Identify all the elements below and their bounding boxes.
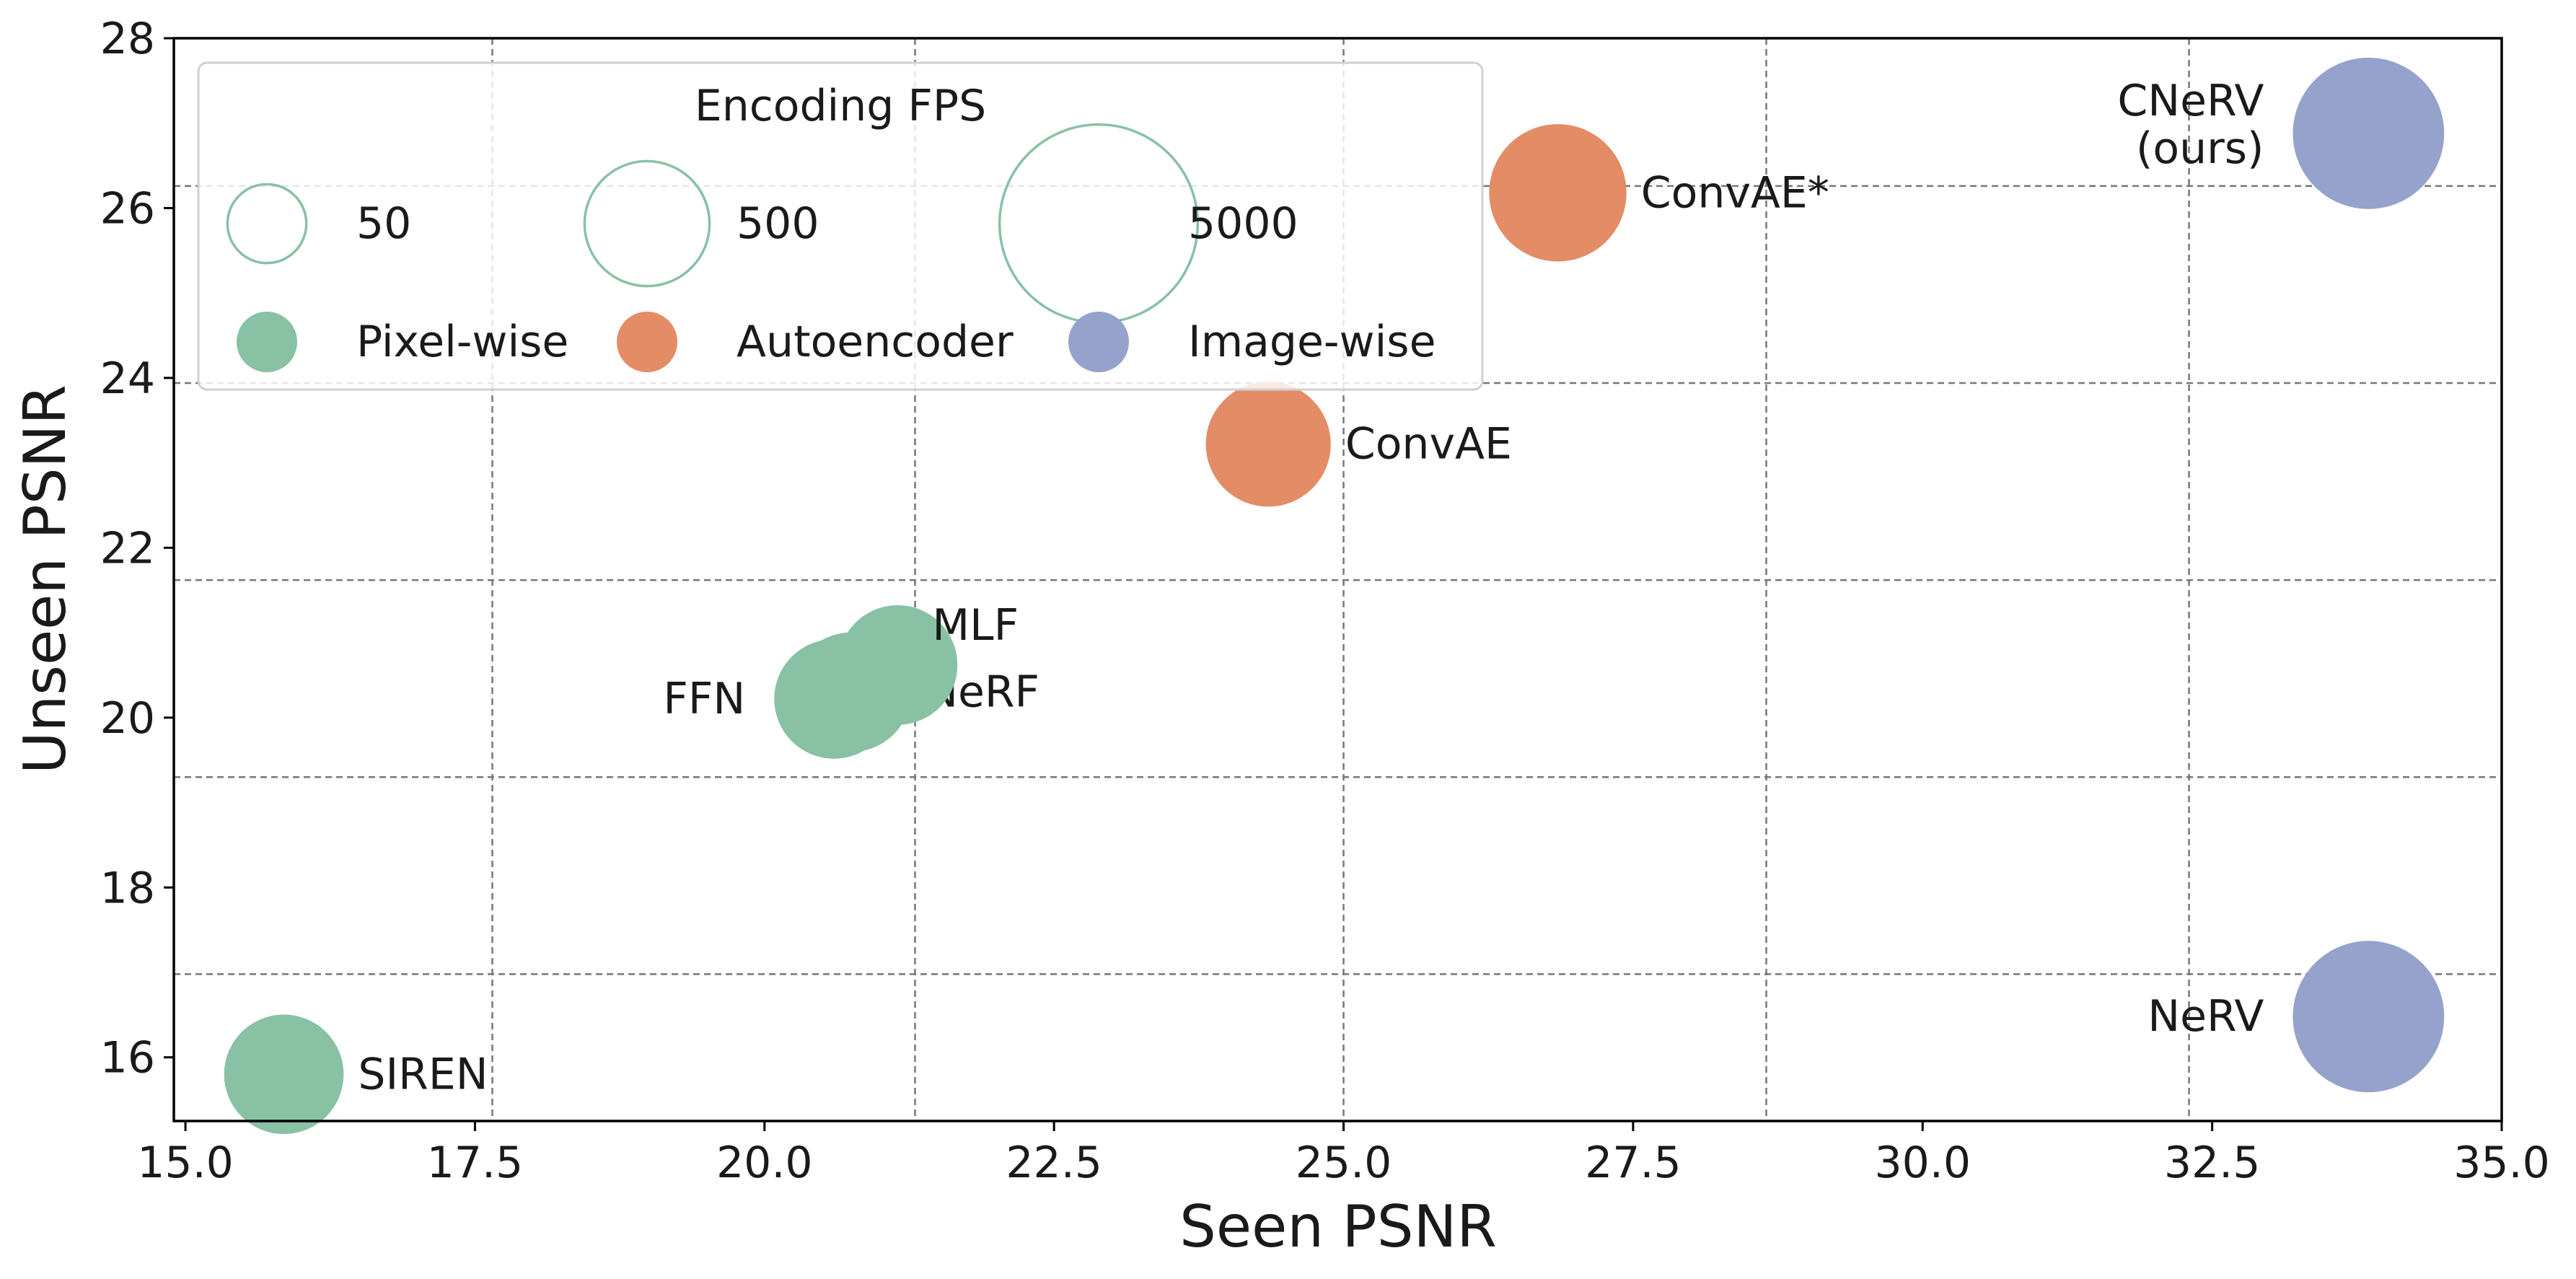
legend-label-image-wise: Image-wise [1188,317,1436,367]
point-label-cnerv-ours: CNeRV (ours) [2117,76,2264,174]
x-tick-label: 20.0 [716,1138,813,1188]
y-tick-label: 28 [100,14,155,64]
point-siren [224,1014,344,1135]
y-tick-label: 20 [100,693,155,744]
x-axis-ticks: 15.0 17.5 20.0 22.5 25.0 27.5 30.0 32.5 35.0 [137,1121,2550,1188]
point-nerv [2293,941,2445,1093]
legend: Encoding FPS 50 500 5000 Pixel-wise Autoencod… [197,61,1484,391]
x-tick-label: 15.0 [137,1138,234,1188]
x-tick-label: 35.0 [2453,1138,2550,1188]
legend-title: Encoding FPS [695,81,986,131]
legend-size-label-500: 500 [737,198,819,249]
y-axis-ticks: 16 18 20 22 24 26 28 [100,14,174,1084]
point-label-mlf: MLF [932,600,1019,651]
legend-swatch-autoencoder [617,312,677,372]
legend-label-autoencoder: Autoencoder [737,317,1014,367]
legend-size-marker-500 [583,159,711,288]
y-axis-title: Unseen PSNR [12,384,79,774]
y-tick-label: 18 [100,863,155,913]
legend-label-pixel-wise: Pixel-wise [356,317,568,367]
point-label-convae: ConvAE [1345,419,1512,470]
point-label-ffn: FFN [663,674,745,724]
point-label-nerv: NeRV [2148,991,2264,1042]
legend-swatch-pixel-wise [237,312,297,372]
point-label-siren: SIREN [358,1049,488,1099]
legend-size-marker-50 [226,183,308,265]
legend-size-label-50: 50 [356,198,411,249]
x-tick-label: 17.5 [427,1138,524,1188]
x-tick-label: 30.0 [1874,1138,1971,1188]
y-tick-label: 26 [100,183,155,234]
x-tick-label: 27.5 [1585,1138,1682,1188]
x-tick-label: 32.5 [2164,1138,2261,1188]
y-tick-label: 22 [100,523,155,573]
y-tick-label: 16 [100,1033,155,1084]
legend-swatch-image-wise [1068,312,1129,372]
legend-size-label-5000: 5000 [1188,198,1298,249]
point-label-convae: ConvAE* [1641,167,1829,218]
x-tick-label: 22.5 [1006,1138,1102,1188]
point-convae [1205,382,1331,507]
point-mlf [838,605,958,725]
x-tick-label: 25.0 [1296,1138,1392,1188]
point-convae [1489,124,1627,262]
plot-frame [172,37,2503,1122]
x-axis-title: Seen PSNR [1179,1193,1497,1260]
legend-box [197,61,1484,391]
y-tick-label: 24 [100,353,155,404]
point-cnerv-ours [2293,57,2445,209]
